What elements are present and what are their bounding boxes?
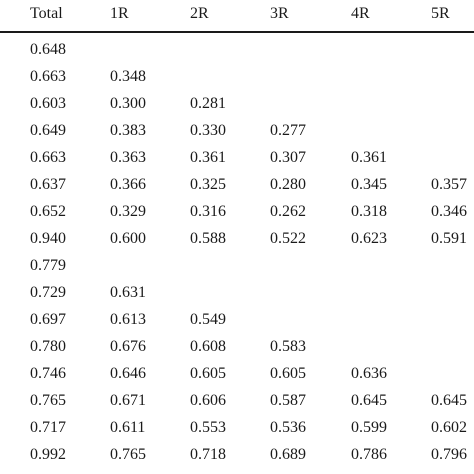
table-row: 0.780 0.676 0.608 0.583 <box>0 336 474 363</box>
cell-1r: 0.765 <box>110 446 146 463</box>
cell-2r: 0.361 <box>190 149 226 166</box>
header-rule <box>0 31 474 33</box>
cell-5r: 0.346 <box>431 203 467 220</box>
cell-total: 0.729 <box>30 284 66 301</box>
cell-3r: 0.277 <box>270 122 306 139</box>
cell-total: 0.637 <box>30 176 66 193</box>
cell-4r: 0.599 <box>351 419 387 436</box>
cell-4r: 0.636 <box>351 365 387 382</box>
cell-5r: 0.602 <box>431 419 467 436</box>
table-body: 0.648 0.663 0.348 0.603 0.300 0.281 0.649 0.383… <box>0 39 474 471</box>
cell-1r: 0.613 <box>110 311 146 328</box>
header-total: Total <box>30 5 63 22</box>
table-row: 0.652 0.329 0.316 0.262 0.318 0.346 <box>0 201 474 228</box>
table-header: Total 1R 2R 3R 4R 5R <box>0 0 474 30</box>
cell-2r: 0.330 <box>190 122 226 139</box>
cell-4r: 0.623 <box>351 230 387 247</box>
cell-total: 0.603 <box>30 95 66 112</box>
header-4r: 4R <box>351 5 370 22</box>
cell-3r: 0.605 <box>270 365 306 382</box>
table-row: 0.649 0.383 0.330 0.277 <box>0 120 474 147</box>
header-3r: 3R <box>270 5 289 22</box>
cell-1r: 0.348 <box>110 68 146 85</box>
table-row: 0.637 0.366 0.325 0.280 0.345 0.357 <box>0 174 474 201</box>
table-row: 0.663 0.348 <box>0 66 474 93</box>
cell-1r: 0.600 <box>110 230 146 247</box>
table-row: 0.648 <box>0 39 474 66</box>
cell-1r: 0.366 <box>110 176 146 193</box>
cell-3r: 0.262 <box>270 203 306 220</box>
table-row: 0.779 <box>0 255 474 282</box>
cell-total: 0.780 <box>30 338 66 355</box>
cell-2r: 0.608 <box>190 338 226 355</box>
cell-total: 0.779 <box>30 257 66 274</box>
cell-total: 0.697 <box>30 311 66 328</box>
table-row: 0.603 0.300 0.281 <box>0 93 474 120</box>
cell-5r: 0.645 <box>431 392 467 409</box>
cell-total: 0.765 <box>30 392 66 409</box>
cell-1r: 0.363 <box>110 149 146 166</box>
cell-3r: 0.536 <box>270 419 306 436</box>
cell-total: 0.652 <box>30 203 66 220</box>
cell-total: 0.746 <box>30 365 66 382</box>
cell-1r: 0.646 <box>110 365 146 382</box>
cell-total: 0.663 <box>30 68 66 85</box>
cell-5r: 0.357 <box>431 176 467 193</box>
cell-total: 0.940 <box>30 230 66 247</box>
cell-total: 0.648 <box>30 41 66 58</box>
cell-3r: 0.280 <box>270 176 306 193</box>
table-row: 0.729 0.631 <box>0 282 474 309</box>
table-row: 0.663 0.363 0.361 0.307 0.361 <box>0 147 474 174</box>
header-5r: 5R <box>431 5 450 22</box>
cell-2r: 0.718 <box>190 446 226 463</box>
cell-2r: 0.606 <box>190 392 226 409</box>
cell-total: 0.992 <box>30 446 66 463</box>
cell-2r: 0.605 <box>190 365 226 382</box>
table-row: 0.765 0.671 0.606 0.587 0.645 0.645 <box>0 390 474 417</box>
cell-1r: 0.676 <box>110 338 146 355</box>
cell-1r: 0.611 <box>110 419 146 436</box>
cell-2r: 0.281 <box>190 95 226 112</box>
cell-1r: 0.329 <box>110 203 146 220</box>
table-row: 0.697 0.613 0.549 <box>0 309 474 336</box>
header-2r: 2R <box>190 5 209 22</box>
header-1r: 1R <box>110 5 129 22</box>
cell-5r: 0.796 <box>431 446 467 463</box>
cell-3r: 0.307 <box>270 149 306 166</box>
cell-2r: 0.553 <box>190 419 226 436</box>
cell-4r: 0.786 <box>351 446 387 463</box>
cell-1r: 0.300 <box>110 95 146 112</box>
cell-4r: 0.345 <box>351 176 387 193</box>
table-row: 0.940 0.600 0.588 0.522 0.623 0.591 <box>0 228 474 255</box>
cell-total: 0.663 <box>30 149 66 166</box>
cell-3r: 0.522 <box>270 230 306 247</box>
table-row: 0.746 0.646 0.605 0.605 0.636 <box>0 363 474 390</box>
cell-total: 0.649 <box>30 122 66 139</box>
cell-2r: 0.316 <box>190 203 226 220</box>
cell-1r: 0.631 <box>110 284 146 301</box>
table-row: 0.717 0.611 0.553 0.536 0.599 0.602 <box>0 417 474 444</box>
cell-5r: 0.591 <box>431 230 467 247</box>
cell-4r: 0.361 <box>351 149 387 166</box>
cell-2r: 0.588 <box>190 230 226 247</box>
cell-4r: 0.645 <box>351 392 387 409</box>
cell-2r: 0.549 <box>190 311 226 328</box>
cell-2r: 0.325 <box>190 176 226 193</box>
cell-3r: 0.587 <box>270 392 306 409</box>
cell-1r: 0.671 <box>110 392 146 409</box>
cell-4r: 0.318 <box>351 203 387 220</box>
cell-3r: 0.583 <box>270 338 306 355</box>
table-row: 0.992 0.765 0.718 0.689 0.786 0.796 <box>0 444 474 471</box>
cell-3r: 0.689 <box>270 446 306 463</box>
cell-total: 0.717 <box>30 419 66 436</box>
cell-1r: 0.383 <box>110 122 146 139</box>
